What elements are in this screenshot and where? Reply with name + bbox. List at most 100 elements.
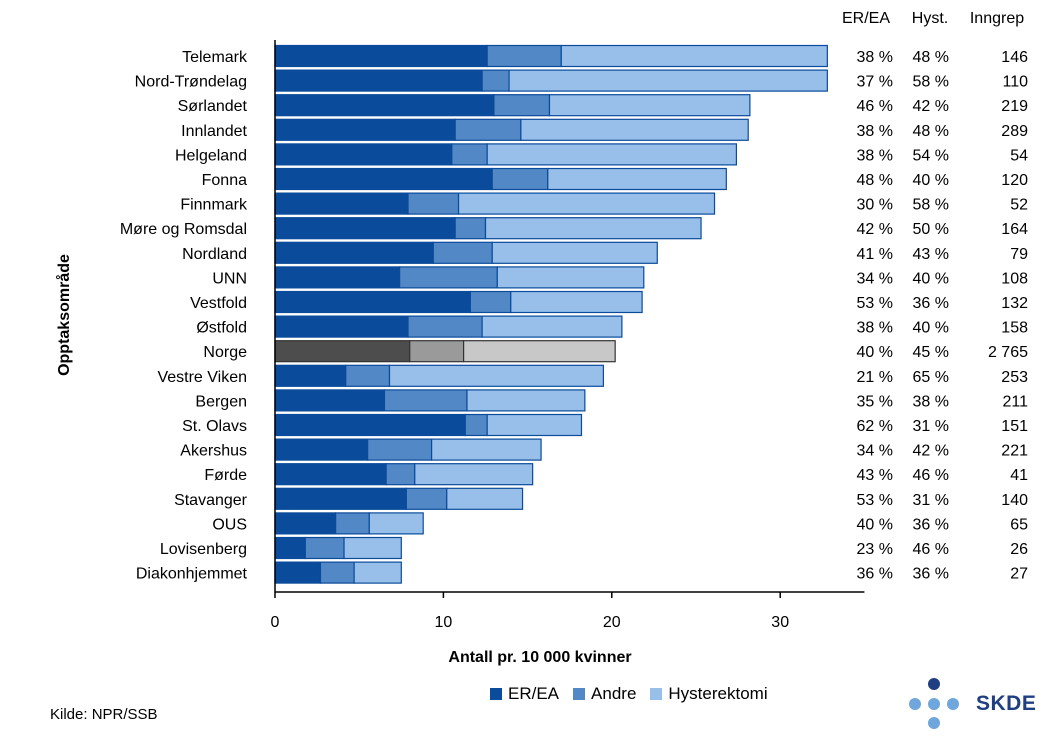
bar-segment [481, 69, 510, 92]
bar-segment [508, 69, 828, 92]
category-label: Innlandet [181, 123, 247, 140]
table-cell-inngrep: 140 [1001, 492, 1028, 509]
category-label: Norge [203, 344, 247, 361]
bar-segment [491, 167, 549, 191]
table-cell-er-ea: 23 % [857, 541, 893, 558]
bar-segment [274, 487, 407, 510]
bar-segment [368, 512, 424, 535]
bar-segment [274, 290, 471, 314]
bar-segment [451, 143, 488, 166]
bar-segment [274, 266, 401, 289]
table-cell-inngrep: 79 [1010, 246, 1028, 263]
table-cell-inngrep: 221 [1001, 443, 1028, 460]
bar-segment [520, 118, 749, 141]
legend-item-hysterektomi: Hysterektomi [650, 684, 768, 704]
table-cell-inngrep: 132 [1001, 295, 1028, 312]
bar-segment [414, 463, 534, 486]
bar-segment [496, 266, 645, 289]
bar-segment [548, 94, 751, 117]
category-label: UNN [212, 270, 247, 287]
table-cell-er-ea: 53 % [857, 492, 893, 509]
bar-segment [343, 536, 402, 560]
table-cell-inngrep: 110 [1002, 74, 1028, 91]
bar-segment [274, 44, 488, 68]
table-header-hyst: Hyst. [912, 10, 948, 27]
table-cell-hyst: 31 % [913, 492, 949, 509]
table-cell-inngrep: 2 765 [988, 344, 1028, 361]
table-cell-inngrep: 65 [1010, 516, 1028, 533]
table-cell-er-ea: 35 % [857, 393, 893, 410]
x-axis-label: Antall pr. 10 000 kvinner [448, 649, 631, 666]
table-cell-er-ea: 37 % [857, 74, 893, 91]
table-cell-inngrep: 27 [1010, 566, 1028, 583]
category-label: Førde [204, 467, 247, 484]
table-cell-er-ea: 43 % [857, 467, 893, 484]
table-cell-er-ea: 38 % [857, 320, 893, 337]
table-cell-hyst: 38 % [913, 393, 949, 410]
legend-swatch-andre [573, 688, 586, 700]
table-cell-hyst: 48 % [913, 123, 949, 140]
category-label: Møre og Romsdal [120, 221, 247, 238]
bars-group [274, 44, 828, 584]
bar-segment [274, 94, 495, 117]
bar-segment [491, 241, 658, 264]
bar-segment [274, 192, 409, 215]
bar-segment [510, 290, 643, 314]
bar-segment [486, 413, 583, 437]
table-cell-inngrep: 26 [1010, 541, 1028, 558]
legend-item-er-ea: ER/EA [490, 684, 559, 704]
bar-segment [304, 536, 345, 560]
bar-segment [385, 463, 416, 486]
table-cell-er-ea: 38 % [857, 147, 893, 164]
bar-segment [407, 315, 483, 338]
table-cell-er-ea: 34 % [857, 443, 893, 460]
category-label: Sørlandet [178, 98, 248, 115]
category-label: Akershus [180, 443, 247, 460]
table-cell-hyst: 46 % [913, 541, 949, 558]
table-cell-er-ea: 46 % [857, 98, 893, 115]
bar-segment [409, 340, 465, 363]
category-label: Østfold [196, 320, 247, 337]
bar-segment [407, 192, 460, 215]
legend-swatch-er-ea [490, 688, 502, 700]
category-label: Vestre Viken [157, 369, 247, 386]
legend-label-er-ea: ER/EA [508, 684, 560, 703]
x-tick-label: 30 [771, 614, 789, 631]
table-cell-er-ea: 30 % [857, 197, 893, 214]
bar-segment [383, 389, 468, 412]
category-label: Stavanger [174, 492, 248, 509]
table-cell-hyst: 46 % [913, 467, 949, 484]
table-cell-inngrep: 108 [1001, 270, 1028, 287]
bar-segment [353, 561, 402, 584]
category-label: Fonna [202, 172, 247, 189]
table-cell-hyst: 40 % [913, 320, 949, 337]
table-cell-hyst: 43 % [913, 246, 949, 263]
category-label: Diakonhjemmet [136, 566, 248, 583]
table-cell-er-ea: 40 % [857, 516, 893, 533]
bar-segment [399, 266, 498, 289]
table-cell-inngrep: 164 [1001, 221, 1028, 238]
source-note: Kilde: NPR/SSB [50, 706, 158, 723]
table-cell-er-ea: 40 % [857, 344, 893, 361]
legend: ER/EA Andre Hysterektomi [490, 684, 768, 704]
category-label: Finnmark [180, 197, 248, 214]
table-cell-hyst: 50 % [913, 221, 949, 238]
bar-segment [274, 364, 347, 387]
table-cell-er-ea: 62 % [857, 418, 893, 435]
bar-segment [560, 44, 828, 68]
bar-segment [431, 438, 542, 461]
table-cell-hyst: 65 % [913, 369, 949, 386]
table-cell-inngrep: 120 [1001, 172, 1028, 189]
table-header-er-ea: ER/EA [842, 10, 890, 27]
bar-segment [481, 315, 623, 338]
bar-segment [367, 438, 433, 461]
bar-segment [466, 389, 586, 412]
bar-segment [274, 561, 322, 584]
bar-segment [484, 217, 702, 240]
bar-segment [274, 69, 483, 92]
bar-segment [319, 561, 355, 584]
bar-segment [274, 217, 456, 240]
table-cell-inngrep: 151 [1001, 418, 1028, 435]
bar-segment [274, 536, 306, 560]
table-cell-inngrep: 289 [1001, 123, 1028, 140]
